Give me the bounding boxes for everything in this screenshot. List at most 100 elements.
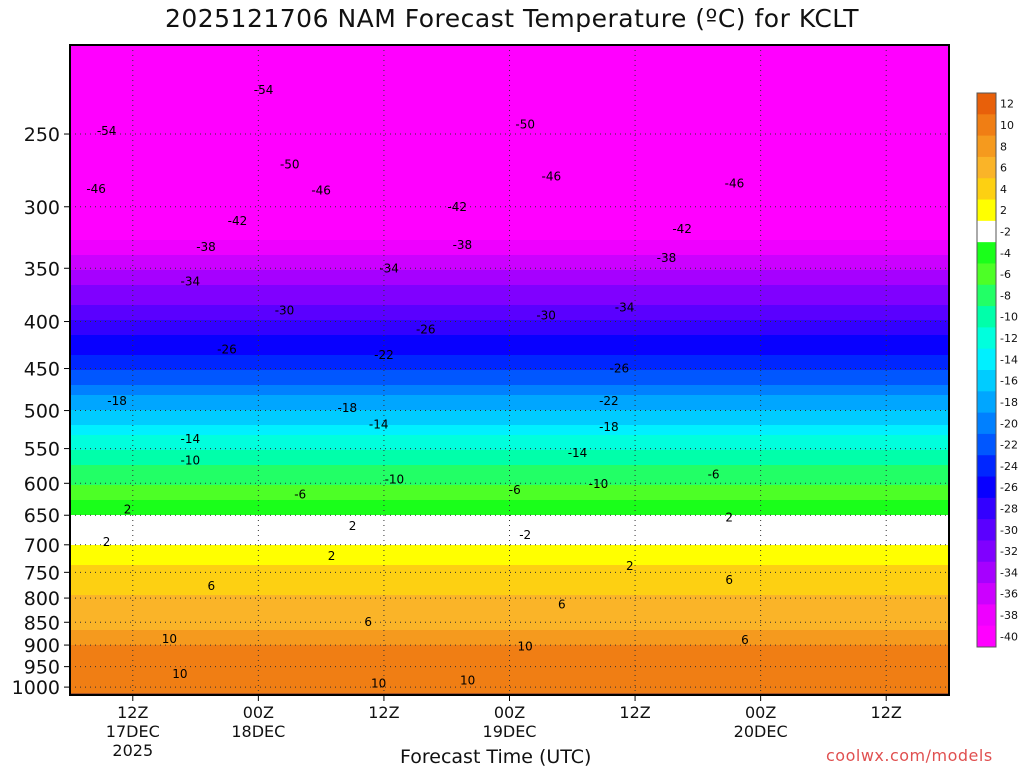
contour-label: -26 [416, 322, 436, 336]
y-tick-label: 950 [24, 657, 60, 679]
colorbar-swatch [977, 561, 996, 584]
temperature-band [70, 130, 949, 136]
temperature-band [70, 400, 949, 406]
x-tick-date: 17DEC [106, 722, 160, 741]
y-tick-label: 1000 [12, 677, 60, 699]
y-tick-label: 300 [24, 197, 60, 219]
temperature-band [70, 410, 949, 416]
temperature-band [70, 520, 949, 526]
colorbar-label: -28 [1000, 503, 1018, 516]
contour-label: -38 [453, 238, 473, 252]
temperature-band [70, 470, 949, 476]
temperature-band [70, 265, 949, 271]
temperature-band [70, 490, 949, 496]
colorbar-swatch [977, 284, 996, 307]
colorbar-swatch [977, 242, 996, 264]
temperature-band [70, 105, 949, 111]
temperature-band [70, 405, 949, 411]
contour-label: -30 [275, 303, 295, 317]
temperature-fill [70, 45, 949, 695]
temperature-band [70, 60, 949, 66]
colorbar-swatch [977, 263, 996, 286]
contour-label: -22 [599, 394, 619, 408]
temperature-band [70, 620, 949, 626]
temperature-band [70, 170, 949, 176]
colorbar-label: -6 [1000, 268, 1011, 281]
colorbar-swatch [977, 497, 996, 520]
temperature-band [70, 450, 949, 456]
contour-label: -18 [107, 394, 127, 408]
colorbar: 12 10 8 6 4 2 -2 -4 -6 -8 -10 -12 -14 -16 -18 -20 -22 -24… [976, 92, 1018, 648]
x-tick-label: 00Z [243, 703, 274, 722]
x-tick-label: 12Z [368, 703, 399, 722]
contour-label: -2 [519, 528, 531, 542]
contour-label: -46 [542, 169, 562, 183]
temperature-band [70, 515, 949, 521]
temperature-band [70, 575, 949, 581]
colorbar-label: -22 [1000, 439, 1018, 452]
y-tick-label: 650 [24, 505, 60, 527]
temperature-band [70, 140, 949, 146]
colorbar-swatch [977, 391, 996, 414]
y-tick-label: 500 [24, 401, 60, 423]
colorbar-swatch [977, 476, 996, 499]
temperature-band [70, 500, 949, 506]
x-tick-label: 12Z [871, 703, 902, 722]
temperature-band [70, 485, 949, 491]
temperature-band [70, 345, 949, 351]
contour-label: -38 [196, 240, 216, 254]
temperature-band [70, 235, 949, 241]
colorbar-swatch [977, 114, 996, 137]
temperature-band [70, 455, 949, 461]
contour-label: -6 [708, 468, 720, 482]
temperature-band [70, 75, 949, 81]
temperature-band [70, 525, 949, 531]
temperature-band [70, 135, 949, 141]
colorbar-label: -38 [1000, 609, 1018, 622]
temperature-band [70, 540, 949, 546]
y-tick-label: 850 [24, 612, 60, 634]
contour-label: -18 [599, 420, 619, 434]
temperature-band [70, 545, 949, 551]
temperature-band [70, 200, 949, 206]
y-tick-label: 550 [24, 439, 60, 461]
temperature-band [70, 605, 949, 611]
x-tick-label: 12Z [619, 703, 650, 722]
temperature-band [70, 570, 949, 576]
contour-label: -42 [447, 200, 467, 214]
colorbar-swatch [977, 433, 996, 456]
colorbar-label: -14 [1000, 353, 1018, 366]
y-tick-label: 400 [24, 312, 60, 334]
grid-lines [70, 45, 949, 695]
contour-label: 6 [741, 633, 749, 647]
temperature-band [70, 165, 949, 171]
x-tick-date: 18DEC [231, 722, 285, 741]
temperature-band [70, 430, 949, 436]
temperature-band [70, 460, 949, 466]
temperature-band [70, 335, 949, 341]
y-tick-label: 800 [24, 588, 60, 610]
y-tick-label: 700 [24, 535, 60, 557]
colorbar-swatch [977, 583, 996, 605]
colorbar-swatch [977, 327, 996, 350]
temperature-band [70, 385, 949, 391]
x-tick-label: 00Z [745, 703, 776, 722]
contour-label: 10 [518, 639, 533, 653]
contour-label: -38 [657, 251, 677, 265]
temperature-band [70, 180, 949, 186]
colorbar-swatch [977, 135, 996, 158]
contour-label: -34 [615, 300, 635, 314]
temperature-band [70, 365, 949, 371]
temperature-band [70, 610, 949, 616]
colorbar-swatch [977, 625, 996, 648]
temperature-band [70, 530, 949, 536]
temperature-band [70, 550, 949, 556]
temperature-band [70, 325, 949, 331]
contour-label: -14 [181, 432, 201, 446]
contour-label: -22 [374, 348, 394, 362]
temperature-band [70, 440, 949, 446]
temperature-band [70, 115, 949, 121]
temperature-band [70, 245, 949, 251]
temperature-band [70, 300, 949, 306]
